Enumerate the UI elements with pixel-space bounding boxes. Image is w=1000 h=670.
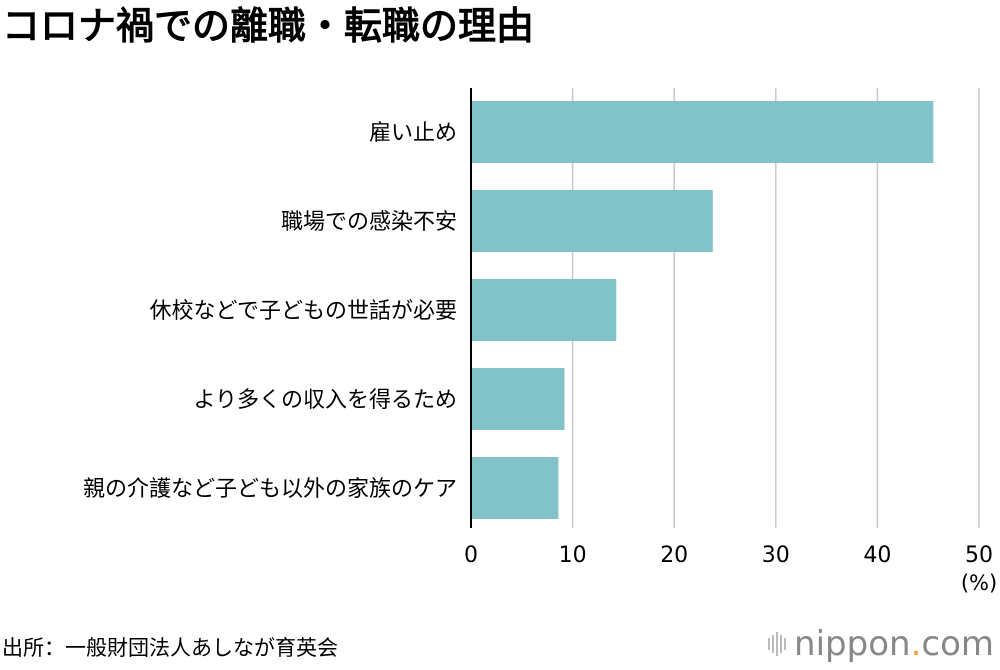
x-tick-label: 50 bbox=[965, 543, 993, 568]
logo-dot: . bbox=[910, 624, 922, 664]
chart-title: コロナ禍での離職・転職の理由 bbox=[2, 4, 535, 48]
category-label: 雇い止め bbox=[369, 121, 457, 146]
category-label: 親の介護など子ども以外の家族のケア bbox=[83, 477, 457, 502]
x-tick-label: 0 bbox=[464, 543, 478, 568]
logo-name: nippon bbox=[794, 624, 911, 664]
category-label: 休校などで子どもの世話が必要 bbox=[149, 299, 457, 324]
logo-tld: com bbox=[921, 624, 994, 664]
nippon-logo: nippon. com bbox=[768, 624, 994, 664]
bar bbox=[471, 101, 934, 163]
tick-labels: 0 10 20 30 40 50 bbox=[464, 543, 993, 568]
bar bbox=[471, 457, 559, 519]
bar bbox=[471, 190, 713, 252]
source-note: 出所：一般財団法人あしなが育英会 bbox=[2, 636, 338, 660]
bars bbox=[471, 101, 934, 519]
logo-bars-icon bbox=[768, 632, 788, 656]
category-label: より多くの収入を得るため bbox=[193, 388, 457, 413]
x-tick-label: 20 bbox=[660, 543, 688, 568]
x-tick-label: 10 bbox=[559, 543, 587, 568]
category-labels: 雇い止め職場での感染不安休校などで子どもの世話が必要より多くの収入を得るため親の… bbox=[83, 121, 457, 502]
x-tick-label: 30 bbox=[762, 543, 790, 568]
bar bbox=[471, 368, 565, 430]
x-unit-label: (%) bbox=[961, 571, 997, 595]
x-tick-label: 40 bbox=[863, 543, 891, 568]
bar bbox=[471, 279, 617, 341]
category-label: 職場での感染不安 bbox=[281, 210, 457, 235]
